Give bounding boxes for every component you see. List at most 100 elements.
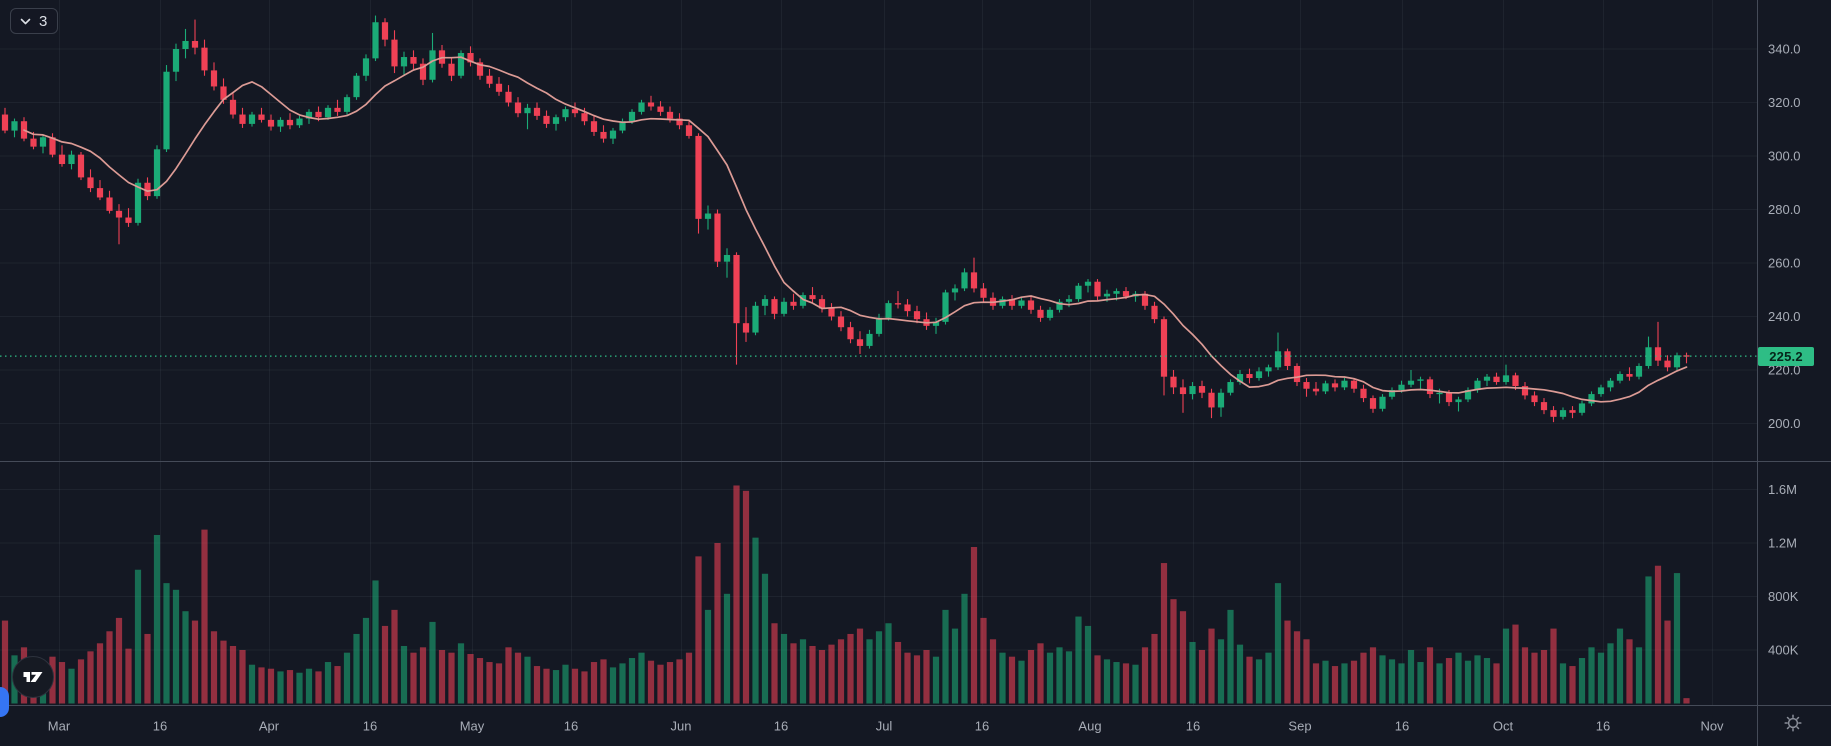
time-axis[interactable]: Mar 16 Apr 16 May 16 Jun 16 Jul 16 Aug 16 Sep 16 Oct 16… bbox=[48, 719, 1724, 734]
volume-bar bbox=[1645, 576, 1652, 704]
volume-bar bbox=[552, 670, 560, 704]
volume-bar bbox=[220, 640, 227, 704]
time-axis-label: Sep bbox=[1288, 719, 1311, 734]
candle-body bbox=[391, 39, 398, 67]
price-axis[interactable]: 340.0 320.0 300.0 280.0 260.0 240.0 220.0 200.0 bbox=[1768, 42, 1801, 432]
volume-bar bbox=[1474, 655, 1481, 704]
volume-bar bbox=[1170, 599, 1177, 704]
volume-bar bbox=[1179, 611, 1187, 704]
tradingview-logo[interactable] bbox=[12, 656, 54, 698]
volume-bar bbox=[1065, 651, 1073, 704]
candle-body bbox=[1379, 396, 1386, 409]
candle-body bbox=[980, 288, 987, 298]
volume-bar bbox=[951, 628, 959, 704]
volume-bar bbox=[562, 664, 569, 704]
volume-bar bbox=[1635, 647, 1643, 704]
price-axis-label: 240.0 bbox=[1768, 309, 1801, 324]
candle-body bbox=[714, 213, 721, 262]
candle-body bbox=[353, 75, 360, 98]
candle-body bbox=[1170, 376, 1177, 388]
volume-bar bbox=[894, 641, 902, 704]
volume-bar bbox=[647, 660, 655, 704]
candle-body bbox=[115, 210, 123, 218]
price-axis-label: 320.0 bbox=[1768, 95, 1801, 110]
volume-bar bbox=[305, 668, 313, 704]
settings-gear-button[interactable] bbox=[1782, 712, 1804, 734]
volume-bar bbox=[106, 631, 113, 704]
volume-bar bbox=[1360, 652, 1367, 704]
price-axis-label: 220.0 bbox=[1768, 363, 1801, 378]
volume-bar bbox=[239, 650, 246, 704]
candle-body bbox=[1265, 367, 1272, 372]
candle-body bbox=[647, 102, 655, 107]
volume-bar bbox=[1274, 583, 1282, 704]
candle-body bbox=[505, 91, 512, 103]
volume-axis[interactable]: 1.6M 1.2M 800K 400K bbox=[1768, 482, 1799, 658]
candle-body bbox=[619, 121, 626, 131]
volume-bar bbox=[1246, 656, 1253, 704]
candle-body bbox=[343, 97, 351, 112]
volume-bar bbox=[761, 573, 769, 704]
candle-body bbox=[1293, 365, 1301, 383]
volume-bar bbox=[704, 609, 712, 704]
candle-body bbox=[1369, 398, 1377, 409]
volume-bar bbox=[942, 609, 949, 704]
candle-body bbox=[1008, 299, 1016, 306]
candle-body bbox=[1151, 305, 1158, 320]
candle-body bbox=[552, 117, 560, 124]
candle-body bbox=[999, 299, 1006, 306]
time-axis-label: Oct bbox=[1493, 719, 1514, 734]
volume-bar bbox=[571, 668, 579, 704]
volume-bar bbox=[457, 643, 465, 704]
candle-body bbox=[172, 49, 180, 72]
volume-bar bbox=[628, 658, 636, 704]
candle-body bbox=[543, 115, 550, 124]
candle-body bbox=[1322, 383, 1329, 392]
side-panel-handle[interactable] bbox=[0, 687, 9, 717]
candle-body bbox=[220, 86, 227, 100]
volume-bar bbox=[1198, 650, 1206, 704]
volume-bar bbox=[1227, 609, 1234, 704]
candle-body bbox=[638, 102, 645, 112]
volume-bar bbox=[1341, 663, 1348, 704]
candle-body bbox=[1027, 300, 1035, 310]
candle-body bbox=[1350, 380, 1358, 389]
volume-bar bbox=[1217, 639, 1225, 704]
volume-bar bbox=[1, 620, 9, 704]
volume-bar bbox=[448, 652, 455, 704]
time-axis-label: Apr bbox=[259, 719, 280, 734]
candle-body bbox=[894, 303, 902, 305]
volume-bar bbox=[1094, 655, 1101, 704]
candle-body bbox=[761, 299, 769, 306]
volume-bar bbox=[429, 621, 436, 704]
candle-body bbox=[1236, 374, 1244, 383]
time-axis-label: 16 bbox=[1395, 719, 1409, 734]
volume-bar bbox=[590, 662, 598, 704]
volume-bar bbox=[1654, 565, 1662, 704]
candle-body bbox=[1464, 390, 1472, 400]
volume-bar bbox=[980, 617, 987, 704]
volume-bar bbox=[1388, 659, 1396, 704]
volume-bar bbox=[277, 671, 284, 704]
candle-body bbox=[1455, 399, 1462, 403]
candle-body bbox=[125, 217, 132, 223]
volume-bar bbox=[1303, 639, 1310, 704]
candles-count-button[interactable]: 3 bbox=[10, 8, 59, 34]
volume-bar bbox=[495, 663, 503, 704]
candle-body bbox=[590, 121, 598, 132]
candle-body bbox=[1075, 285, 1082, 300]
volume-bar bbox=[153, 534, 161, 704]
candle-body bbox=[1398, 384, 1405, 391]
volume-bar bbox=[714, 543, 721, 704]
candle-body bbox=[1065, 299, 1073, 302]
volume-bar bbox=[201, 529, 208, 704]
candle-body bbox=[828, 308, 835, 317]
volume-bar bbox=[676, 659, 683, 704]
volume-bar bbox=[1037, 643, 1044, 704]
candle-body bbox=[258, 114, 265, 120]
volume-bar bbox=[1569, 666, 1576, 704]
volume-bar bbox=[837, 639, 845, 704]
